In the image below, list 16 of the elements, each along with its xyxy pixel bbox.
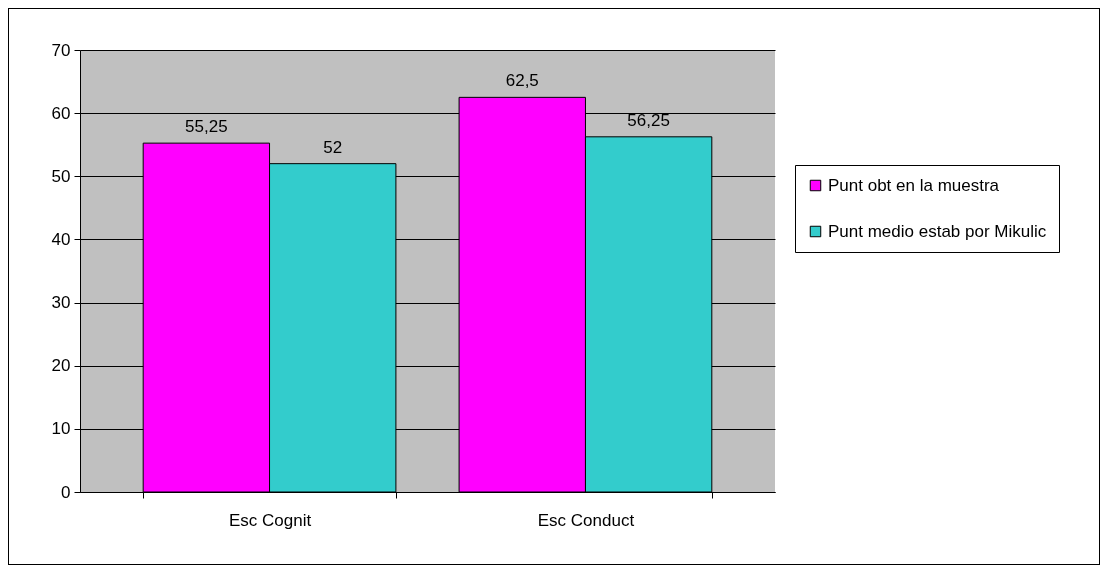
y-tick-label: 30 — [51, 293, 71, 313]
legend-label: Punt medio estab por Mikulic — [828, 221, 1047, 241]
data-label: 55,25 — [185, 117, 228, 137]
data-label: 52 — [323, 137, 343, 157]
y-tick-label: 70 — [51, 40, 71, 60]
x-tick-label: Esc Cognit — [228, 510, 312, 530]
x-tick-label: Esc Conduct — [537, 510, 635, 530]
data-label: 56,25 — [627, 110, 670, 130]
y-tick-label: 50 — [51, 166, 71, 186]
y-tick-label: 0 — [61, 482, 71, 502]
legend-label: Punt obt en la muestra — [828, 175, 1000, 195]
data-label: 62,5 — [505, 71, 539, 91]
y-tick-label: 60 — [51, 103, 71, 123]
y-tick-label: 40 — [51, 229, 71, 249]
y-tick-label: 20 — [51, 356, 71, 376]
y-tick-label: 10 — [51, 419, 71, 439]
